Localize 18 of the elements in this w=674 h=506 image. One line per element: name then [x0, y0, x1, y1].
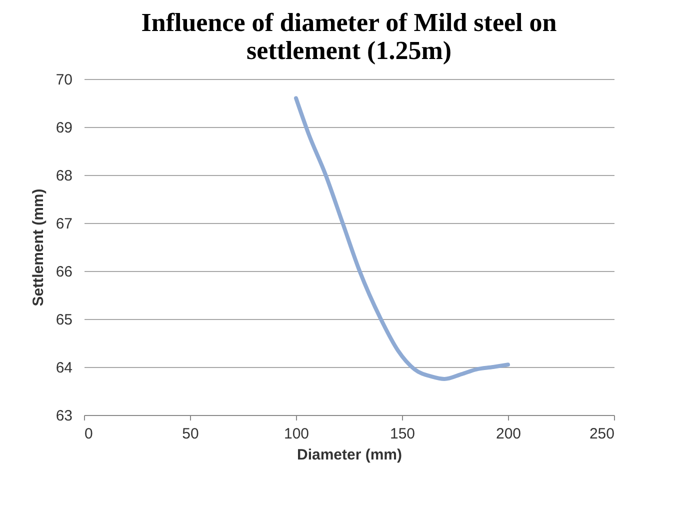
- x-tick-label: 100: [284, 426, 310, 442]
- y-tick-label: 64: [56, 360, 72, 376]
- x-tick-label: 0: [84, 426, 93, 442]
- x-tick-label: 50: [182, 426, 199, 442]
- y-tick-label: 70: [56, 72, 72, 88]
- y-tick-label: 68: [56, 168, 72, 184]
- line-series: [294, 96, 510, 381]
- y-tick-label: 66: [56, 264, 72, 280]
- y-tick-label: 67: [56, 216, 72, 232]
- y-tick-label: 65: [56, 312, 72, 328]
- y-tick-label: 69: [56, 120, 72, 136]
- y-axis-title: Settlement (mm): [30, 188, 47, 306]
- x-tick-label: 200: [496, 426, 522, 442]
- x-axis-title: Diameter (mm): [296, 446, 402, 464]
- chart-title: Influence of diameter of Mild steel on settlement (1.25m): [141, 8, 558, 65]
- x-tick-label: 150: [390, 426, 416, 442]
- x-tick-label: 250: [589, 426, 614, 442]
- y-tick-label: 63: [56, 408, 72, 424]
